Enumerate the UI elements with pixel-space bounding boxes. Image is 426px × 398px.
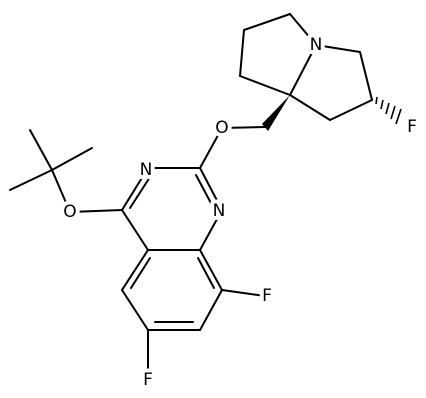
atom-label: N xyxy=(310,35,323,55)
bonds xyxy=(9,13,402,379)
atom-label: O xyxy=(63,202,76,222)
atom-label: F xyxy=(407,117,417,137)
atom-label: N xyxy=(140,160,153,180)
atom-label: F xyxy=(262,286,272,306)
atom-labels: N O N N O F F F xyxy=(59,31,421,394)
atom-label: N xyxy=(213,201,226,221)
atom-label: F xyxy=(143,370,153,390)
wedge-bond xyxy=(262,95,290,131)
hashed-bond xyxy=(375,96,402,125)
atom-label: O xyxy=(215,118,228,138)
